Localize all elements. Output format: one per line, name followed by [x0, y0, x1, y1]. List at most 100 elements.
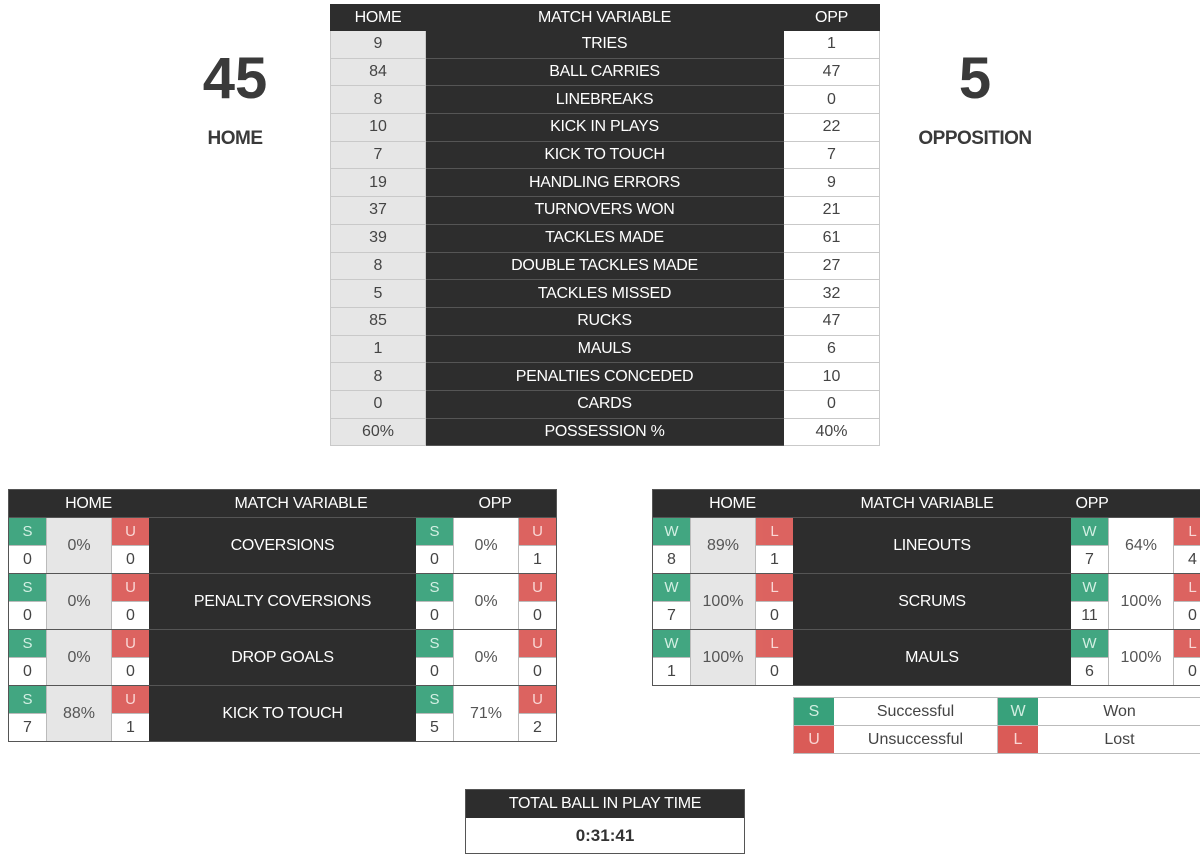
kicking-row: S 0 0% U 0 PENALTY COVERSIONS S 0 0% U 0: [9, 573, 556, 629]
home-success-tag: W: [653, 574, 690, 601]
home-fail-tag: U: [112, 686, 149, 713]
setpiece-header-home: HOME: [709, 494, 756, 512]
kicking-row: S 7 88% U 1 KICK TO TOUCH S 5 71% U 2: [9, 685, 556, 741]
opp-success-tag: S: [416, 574, 453, 601]
stat-variable: TACKLES MADE: [425, 223, 784, 253]
stat-row: 10 KICK IN PLAYS 22: [330, 113, 880, 142]
home-success-count: 1: [653, 657, 690, 685]
opp-success-tag: W: [1071, 518, 1108, 545]
opp-score-block: 5 OPPOSITION: [900, 50, 1050, 150]
stat-row: 8 DOUBLE TACKLES MADE 27: [330, 251, 880, 281]
setpiece-variable: SCRUMS: [793, 574, 1071, 629]
opp-fail-tag: U: [519, 686, 556, 713]
stat-row: 85 RUCKS 47: [330, 306, 880, 336]
stat-variable: TURNOVERS WON: [425, 196, 784, 225]
home-success-pct: 0%: [46, 518, 112, 573]
opp-fail-count: 4: [1174, 545, 1200, 573]
stat-opp-value: 22: [783, 113, 880, 142]
home-score: 45: [202, 46, 268, 111]
home-fail-count: 1: [756, 545, 793, 573]
opp-fail-count: 0: [1174, 601, 1200, 629]
stat-variable: LINEBREAKS: [425, 85, 784, 115]
home-fail-count: 0: [756, 601, 793, 629]
stat-variable: PENALTIES CONCEDED: [425, 362, 784, 391]
legend-successful: Successful: [834, 698, 998, 725]
home-outcome-group: S 0 0% U 0: [9, 518, 149, 573]
opp-success-tag: S: [416, 686, 453, 713]
stat-row: 19 HANDLING ERRORS 9: [330, 168, 880, 198]
kicking-header-opp: OPP: [478, 494, 512, 512]
opp-success-tag: W: [1071, 630, 1108, 657]
stat-row: 8 LINEBREAKS 0: [330, 85, 880, 115]
stat-opp-value: 32: [783, 279, 880, 308]
opp-fail-count: 0: [519, 601, 556, 629]
legend-w-swatch: W: [998, 698, 1038, 725]
stat-variable: CARDS: [425, 389, 784, 419]
home-fail-count: 0: [756, 657, 793, 685]
stat-row: 1 MAULS 6: [330, 334, 880, 364]
stat-home-value: 7: [330, 140, 426, 170]
home-success-pct: 0%: [46, 630, 112, 685]
home-outcome-group: S 7 88% U 1: [9, 686, 149, 741]
stat-variable: MAULS: [425, 334, 784, 364]
match-stats-header: HOME MATCH VARIABLE OPP: [330, 4, 880, 31]
stat-row: 0 CARDS 0: [330, 389, 880, 419]
stat-home-value: 8: [330, 362, 426, 391]
opp-outcome-group: S 0 0% U 1: [416, 518, 556, 573]
home-success-count: 0: [9, 657, 46, 685]
stat-variable: DOUBLE TACKLES MADE: [425, 251, 784, 281]
stat-opp-value: 9: [783, 168, 880, 198]
header-home: HOME: [330, 4, 426, 31]
stat-variable: HANDLING ERRORS: [425, 168, 784, 198]
home-success-tag: S: [9, 630, 46, 657]
kicking-variable: PENALTY COVERSIONS: [149, 574, 416, 629]
home-fail-count: 0: [112, 601, 149, 629]
home-success-count: 8: [653, 545, 690, 573]
stat-opp-value: 47: [783, 57, 880, 87]
stat-row: 7 KICK TO TOUCH 7: [330, 140, 880, 170]
stat-opp-value: 10: [783, 362, 880, 391]
opp-success: W 11: [1071, 574, 1108, 629]
kicking-header-variable: MATCH VARIABLE: [234, 494, 368, 512]
kicking-header: HOME MATCH VARIABLE OPP: [9, 490, 556, 517]
legend: S Successful W Won U Unsuccessful L Lost: [793, 697, 1200, 754]
stat-home-value: 8: [330, 85, 426, 115]
home-fail-tag: U: [112, 518, 149, 545]
stat-row: 84 BALL CARRIES 47: [330, 57, 880, 87]
stat-variable: TRIES: [425, 30, 784, 59]
kicking-panel: HOME MATCH VARIABLE OPP S 0 0% U 0 COVERSIONS…: [8, 489, 557, 742]
ball-in-play-value: 0:31:41: [466, 818, 744, 853]
match-stats-table: HOME MATCH VARIABLE OPP 9 TRIES 1 84 BALL CA…: [330, 4, 880, 447]
stat-opp-value: 7: [783, 140, 880, 170]
legend-s-swatch: S: [794, 698, 834, 725]
opp-fail-tag: L: [1174, 518, 1200, 545]
setpiece-variable: LINEOUTS: [793, 518, 1071, 573]
opp-success-tag: W: [1071, 574, 1108, 601]
stat-variable: RUCKS: [425, 306, 784, 336]
opp-fail-tag: L: [1174, 630, 1200, 657]
opp-fail-count: 2: [519, 713, 556, 741]
stat-home-value: 85: [330, 306, 426, 336]
home-score-block: 45 HOME: [160, 50, 310, 150]
opp-success-pct: 0%: [453, 574, 519, 629]
header-variable: MATCH VARIABLE: [425, 4, 784, 31]
opp-success-tag: S: [416, 630, 453, 657]
ball-in-play-title: TOTAL BALL IN PLAY TIME: [466, 790, 744, 818]
opp-success-count: 7: [1071, 545, 1108, 573]
stat-home-value: 9: [330, 30, 426, 59]
home-success-pct: 89%: [690, 518, 756, 573]
stat-row: 37 TURNOVERS WON 21: [330, 196, 880, 225]
stat-variable: BALL CARRIES: [425, 57, 784, 87]
